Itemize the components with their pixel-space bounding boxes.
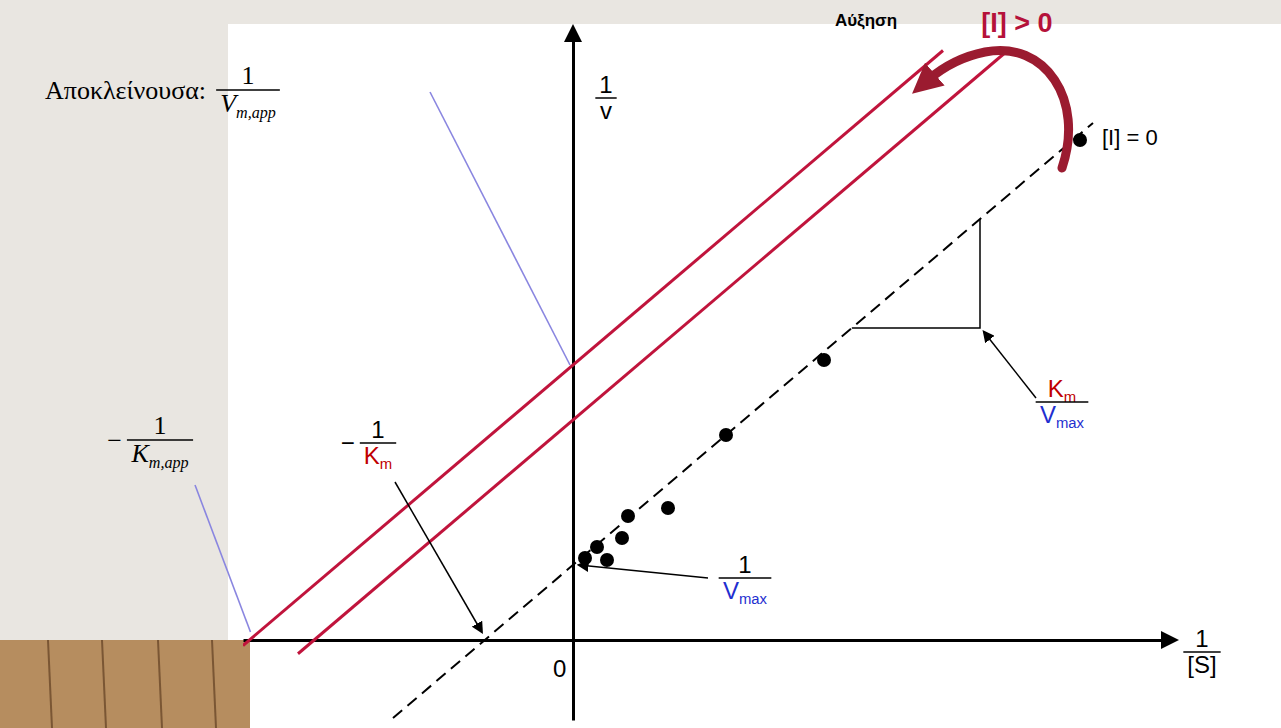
pointer-arrow	[984, 332, 1036, 398]
fraction-bar	[595, 97, 616, 99]
fraction-bar	[127, 439, 193, 441]
fraction-numerator: 1	[154, 411, 167, 440]
fraction-denominator-text: v	[600, 97, 612, 124]
fraction-numerator: 1	[242, 61, 255, 90]
fraction-denominator-text: V	[1040, 401, 1056, 428]
data-point	[615, 531, 629, 545]
data-point	[661, 501, 675, 515]
annotation-fraction: 1Vm,app Αποκλείνουσα:	[45, 61, 280, 122]
fraction-denominator: Km,app	[130, 439, 188, 472]
data-point	[600, 553, 614, 567]
line-0	[393, 123, 1093, 718]
increase-arrow	[928, 50, 1069, 168]
fraction-numerator: 1	[599, 71, 612, 98]
annotation-fraction: KmVmax	[1036, 375, 1089, 431]
fraction-numerator-text: 1	[738, 551, 751, 578]
plot-marks	[243, 50, 1093, 718]
annotation: [I] > 0	[981, 8, 1052, 38]
slope-triangle	[852, 219, 980, 328]
y-axis-title: 1v	[595, 71, 616, 124]
fraction-numerator: 1	[1195, 625, 1208, 652]
x-tick-label: 0	[553, 655, 566, 682]
fraction-numerator-text: K	[1048, 375, 1064, 402]
fraction-bar	[1183, 651, 1220, 653]
y-axis-line	[572, 41, 575, 721]
fraction-numerator-text: 1	[154, 411, 167, 440]
fraction-numerator: 1	[371, 416, 384, 443]
annotation-fraction: 1Km,app−	[107, 411, 193, 472]
data-point	[621, 509, 635, 523]
sign: −	[107, 426, 122, 455]
subscript: m,app	[236, 104, 276, 122]
annotation: [I] = 0	[1102, 125, 1158, 150]
leader-line	[195, 485, 250, 632]
texts: 1v1[S]Αύξηση[I] > 0[I] = 01Vm,appΑποκλεί…	[45, 8, 1221, 678]
fraction-denominator: v	[600, 97, 612, 124]
fraction-denominator: Vmax	[1040, 401, 1085, 431]
wood	[0, 640, 250, 728]
fraction-denominator-text: [S]	[1187, 651, 1216, 678]
pointer-arrow	[395, 482, 482, 632]
fraction-denominator-text: K	[364, 442, 380, 469]
fraction-numerator-text: 1	[1195, 625, 1208, 652]
wood-image	[0, 640, 250, 728]
wood-seam	[102, 640, 106, 728]
chart: 01v1[S]Αύξηση[I] > 0[I] = 01Vm,appΑποκλε…	[0, 0, 1281, 728]
subscript: m,app	[149, 454, 189, 472]
sign: −	[341, 429, 355, 456]
fraction-bar	[1036, 401, 1089, 403]
prefix: Αποκλείνουσα:	[45, 76, 206, 105]
fraction-numerator-text: 1	[599, 71, 612, 98]
data-point	[719, 428, 733, 442]
fraction-denominator-text: K	[130, 439, 150, 468]
leader-line	[430, 92, 570, 365]
subscript: m	[380, 456, 392, 472]
fraction-denominator: Vmax	[723, 577, 768, 607]
background	[0, 0, 1281, 728]
decorations	[195, 50, 1069, 632]
line-3	[243, 51, 943, 646]
fraction-bar	[360, 442, 396, 444]
fraction-numerator: 1	[738, 551, 751, 578]
data-point	[1073, 133, 1087, 147]
wood-seam	[158, 640, 162, 728]
fraction-denominator: Vm,app	[220, 89, 276, 122]
fraction-denominator-text: V	[723, 577, 739, 604]
fraction-denominator: Km	[364, 442, 392, 472]
y-axis	[573, 41, 574, 721]
data-point	[817, 353, 831, 367]
x-axis-line	[244, 639, 1164, 642]
data-point	[578, 551, 592, 565]
fraction-bar	[216, 89, 280, 91]
fraction-bar	[719, 577, 772, 579]
fraction-denominator: [S]	[1187, 651, 1216, 678]
x-tick: 0	[553, 640, 574, 682]
annotation-fraction: 1Vmax	[719, 551, 772, 607]
line-2	[298, 50, 1008, 654]
annotation-fraction: 1Km−	[341, 416, 396, 472]
x-axis: 0	[244, 640, 1164, 682]
annotation: Αύξηση	[835, 11, 897, 30]
panel	[228, 24, 1281, 728]
pointer-arrow	[579, 565, 708, 578]
fraction-numerator-text: 1	[242, 61, 255, 90]
wood-seam	[48, 640, 52, 728]
x-axis-title: 1[S]	[1183, 625, 1220, 678]
data-point	[590, 540, 604, 554]
y-axis-arrowhead	[564, 24, 582, 42]
subscript: max	[1056, 415, 1085, 431]
x-axis-arrowhead	[1161, 631, 1179, 649]
subscript: max	[739, 591, 768, 607]
fraction-numerator-text: 1	[371, 416, 384, 443]
wood-seam	[212, 640, 216, 728]
